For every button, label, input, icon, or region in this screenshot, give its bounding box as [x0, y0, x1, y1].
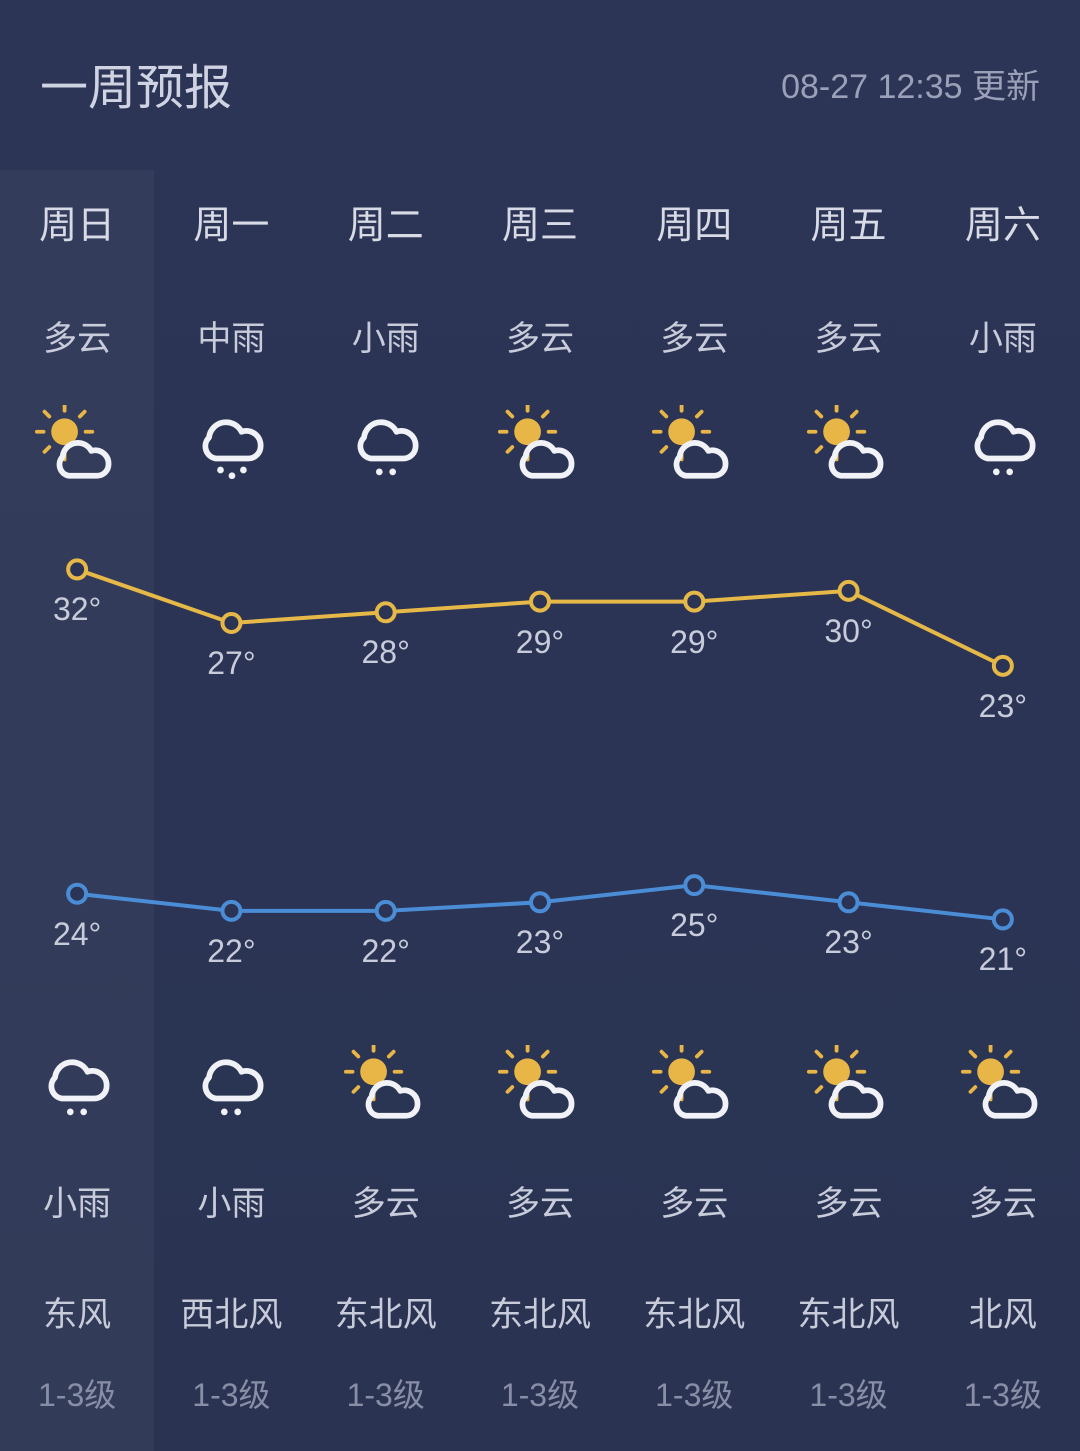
- partly-cloudy-icon: [960, 1045, 1046, 1131]
- wind-direction: 东北风: [489, 1287, 591, 1336]
- wind-level: 1-3级: [964, 1370, 1042, 1416]
- day-name: 周五: [811, 194, 887, 249]
- wind-direction: 北风: [969, 1287, 1037, 1336]
- night-column[interactable]: 多云 东北风 1-3级: [617, 1038, 771, 1416]
- day-condition: 多云: [660, 311, 728, 360]
- low-temp-label: 22°: [207, 933, 255, 970]
- temperature-chart: 32° 24° 27° 22° 28° 22° 29° 23° 29° 25° 30° 23° 23° 2…: [0, 508, 1080, 988]
- day-column[interactable]: 周四 多云: [617, 194, 771, 498]
- partly-cloudy-icon: [497, 1045, 583, 1131]
- night-condition: 多云: [815, 1176, 883, 1225]
- day-icon-slot: [188, 398, 274, 498]
- moderate-rain-icon: [188, 405, 274, 491]
- update-time: 08-27 12:35 更新: [781, 59, 1040, 108]
- chart-canvas: [0, 508, 1080, 988]
- night-forecast-grid: 小雨 东风 1-3级 小雨 西北风 1-3级 多云 东北风 1-3级 多云 东北…: [0, 1018, 1080, 1416]
- night-column[interactable]: 多云 东北风 1-3级: [771, 1038, 925, 1416]
- day-condition: 小雨: [352, 311, 420, 360]
- night-icon-slot: [34, 1038, 120, 1138]
- light-rain-icon: [343, 405, 429, 491]
- high-temp-label: 29°: [670, 624, 718, 661]
- night-condition: 多云: [660, 1176, 728, 1225]
- day-column[interactable]: 周日 多云: [0, 194, 154, 498]
- forecast-grid: 周日 多云 周一 中雨 周二 小雨 周三 多云 周四 多云 周五 多云 周六 小…: [0, 174, 1080, 498]
- high-temp-label: 28°: [362, 634, 410, 671]
- high-temp-label: 32°: [53, 591, 101, 628]
- wind-level: 1-3级: [347, 1370, 425, 1416]
- wind-level: 1-3级: [38, 1370, 116, 1416]
- night-condition: 多云: [506, 1176, 574, 1225]
- header: 一周预报 08-27 12:35 更新: [0, 0, 1080, 174]
- day-column[interactable]: 周五 多云: [771, 194, 925, 498]
- partly-cloudy-icon: [651, 1045, 737, 1131]
- wind-direction: 东北风: [643, 1287, 745, 1336]
- day-condition: 多云: [815, 311, 883, 360]
- high-temp-label: 29°: [516, 624, 564, 661]
- night-condition: 小雨: [197, 1176, 265, 1225]
- night-column[interactable]: 小雨 西北风 1-3级: [154, 1038, 308, 1416]
- night-column[interactable]: 多云 北风 1-3级: [926, 1038, 1080, 1416]
- night-icon-slot: [343, 1038, 429, 1138]
- day-icon-slot: [806, 398, 892, 498]
- light-rain-icon: [960, 405, 1046, 491]
- high-temp-label: 30°: [824, 613, 872, 650]
- partly-cloudy-icon: [497, 405, 583, 491]
- wind-direction: 东北风: [335, 1287, 437, 1336]
- light-rain-icon: [34, 1045, 120, 1131]
- day-name: 周三: [502, 194, 578, 249]
- partly-cloudy-icon: [34, 405, 120, 491]
- low-temp-label: 25°: [670, 907, 718, 944]
- day-icon-slot: [651, 398, 737, 498]
- night-icon-slot: [651, 1038, 737, 1138]
- day-condition: 小雨: [969, 311, 1037, 360]
- night-condition: 小雨: [43, 1176, 111, 1225]
- night-condition: 多云: [969, 1176, 1037, 1225]
- partly-cloudy-icon: [343, 1045, 429, 1131]
- night-icon-slot: [188, 1038, 274, 1138]
- day-column[interactable]: 周三 多云: [463, 194, 617, 498]
- partly-cloudy-icon: [651, 405, 737, 491]
- partly-cloudy-icon: [806, 405, 892, 491]
- day-name: 周一: [193, 194, 269, 249]
- day-name: 周四: [656, 194, 732, 249]
- day-condition: 多云: [506, 311, 574, 360]
- night-icon-slot: [960, 1038, 1046, 1138]
- wind-level: 1-3级: [655, 1370, 733, 1416]
- wind-level: 1-3级: [192, 1370, 270, 1416]
- low-temp-label: 22°: [362, 933, 410, 970]
- wind-direction: 西北风: [180, 1287, 282, 1336]
- day-name: 周六: [965, 194, 1041, 249]
- low-temp-label: 23°: [516, 924, 564, 961]
- night-icon-slot: [806, 1038, 892, 1138]
- day-column[interactable]: 周二 小雨: [309, 194, 463, 498]
- wind-level: 1-3级: [501, 1370, 579, 1416]
- day-column[interactable]: 周一 中雨: [154, 194, 308, 498]
- wind-direction: 东风: [43, 1287, 111, 1336]
- night-column[interactable]: 小雨 东风 1-3级: [0, 1038, 154, 1416]
- night-condition: 多云: [352, 1176, 420, 1225]
- high-temp-label: 23°: [979, 688, 1027, 725]
- partly-cloudy-icon: [806, 1045, 892, 1131]
- day-column[interactable]: 周六 小雨: [926, 194, 1080, 498]
- low-temp-label: 23°: [824, 924, 872, 961]
- day-condition: 多云: [43, 311, 111, 360]
- day-condition: 中雨: [197, 311, 265, 360]
- page-title: 一周预报: [40, 48, 232, 118]
- day-icon-slot: [960, 398, 1046, 498]
- high-temp-label: 27°: [207, 645, 255, 682]
- night-icon-slot: [497, 1038, 583, 1138]
- day-name: 周日: [39, 194, 115, 249]
- low-temp-label: 21°: [979, 941, 1027, 978]
- night-column[interactable]: 多云 东北风 1-3级: [463, 1038, 617, 1416]
- light-rain-icon: [188, 1045, 274, 1131]
- night-column[interactable]: 多云 东北风 1-3级: [309, 1038, 463, 1416]
- day-icon-slot: [343, 398, 429, 498]
- day-icon-slot: [34, 398, 120, 498]
- day-icon-slot: [497, 398, 583, 498]
- wind-direction: 东北风: [798, 1287, 900, 1336]
- day-name: 周二: [348, 194, 424, 249]
- wind-level: 1-3级: [809, 1370, 887, 1416]
- low-temp-label: 24°: [53, 916, 101, 953]
